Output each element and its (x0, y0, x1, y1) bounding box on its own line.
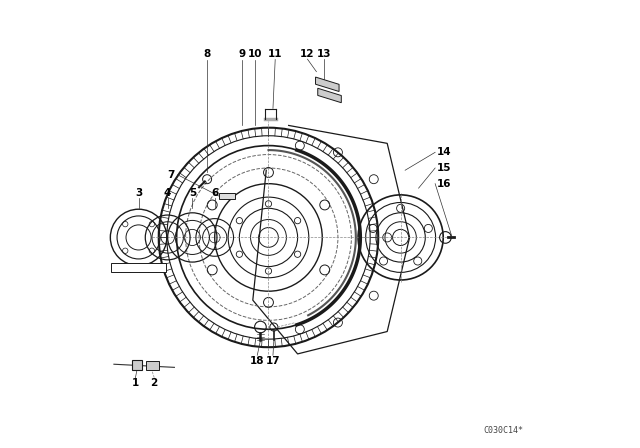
Text: 12: 12 (300, 49, 315, 59)
Text: 7: 7 (167, 170, 174, 180)
Text: 8: 8 (204, 49, 211, 59)
Text: 11: 11 (268, 49, 282, 59)
Text: 15: 15 (436, 163, 451, 173)
Polygon shape (316, 77, 339, 91)
Bar (146, 361, 159, 370)
Text: 9: 9 (238, 49, 245, 59)
Text: 1: 1 (132, 378, 139, 388)
Text: 5: 5 (189, 188, 196, 198)
Text: 14: 14 (436, 147, 451, 157)
Text: 13: 13 (317, 49, 332, 59)
Bar (132, 360, 141, 370)
Bar (219, 193, 235, 199)
Text: 3: 3 (135, 188, 142, 198)
Text: 18: 18 (250, 356, 264, 366)
Bar (111, 263, 166, 272)
Text: 16: 16 (436, 179, 451, 189)
Text: 10: 10 (248, 49, 262, 59)
Text: 2: 2 (150, 378, 158, 388)
Text: 17: 17 (266, 356, 280, 366)
Polygon shape (317, 88, 341, 103)
Text: C030C14*: C030C14* (484, 426, 524, 435)
Text: 4: 4 (164, 188, 172, 198)
Text: 6: 6 (211, 188, 218, 198)
